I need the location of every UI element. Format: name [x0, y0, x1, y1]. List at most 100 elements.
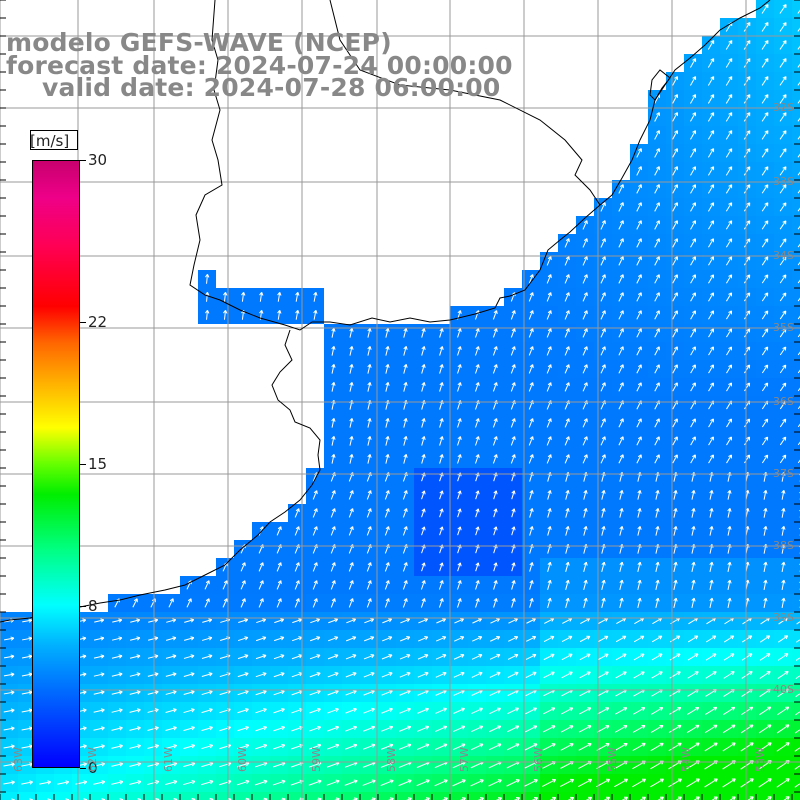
- wind-arrow: [582, 310, 588, 320]
- wind-arrow: [364, 618, 375, 624]
- wind-arrow: [129, 762, 142, 767]
- wind-arrow: [690, 328, 696, 338]
- wind-arrow: [600, 274, 606, 284]
- wind-arrow: [421, 454, 426, 464]
- wind-arrow: [783, 796, 790, 800]
- wind-arrow: [741, 653, 753, 661]
- wind-arrow: [672, 256, 678, 266]
- wind-arrow: [781, 525, 786, 536]
- wind-arrow: [758, 724, 772, 734]
- wind-arrow: [363, 707, 375, 714]
- wind-arrow: [453, 671, 465, 678]
- wind-arrow: [761, 58, 769, 68]
- wind-arrow: [147, 672, 159, 677]
- wind-arrow: [259, 291, 264, 302]
- wind-arrow: [600, 202, 606, 212]
- wind-arrow: [348, 526, 354, 536]
- wind-arrow: [477, 797, 484, 800]
- wind-cell: [792, 396, 800, 414]
- wind-arrow: [363, 725, 376, 732]
- wind-arrow: [761, 346, 769, 356]
- wind-arrow: [547, 597, 552, 608]
- wind-arrow: [691, 561, 696, 572]
- wind-arrow: [3, 780, 15, 785]
- wind-arrow: [708, 436, 714, 446]
- wind-arrow: [294, 598, 300, 608]
- wind-arrow: [761, 166, 769, 176]
- wind-arrow: [421, 328, 426, 338]
- wind-arrow: [777, 670, 789, 679]
- wind-arrow: [797, 297, 800, 302]
- wind-arrow: [601, 526, 606, 536]
- wind-arrow: [781, 597, 786, 609]
- wind-arrow: [560, 743, 574, 751]
- wind-arrow: [474, 418, 480, 428]
- wind-arrow: [528, 310, 534, 320]
- wind-arrow: [417, 671, 429, 678]
- wind-arrow: [349, 454, 354, 464]
- wind-arrow: [708, 364, 714, 374]
- wind-arrow: [709, 526, 714, 536]
- wind-arrow: [330, 526, 336, 536]
- wind-arrow: [475, 508, 480, 518]
- wind-arrow: [761, 418, 769, 428]
- wind-arrow: [761, 4, 769, 14]
- wind-arrow: [797, 9, 800, 14]
- wind-arrow: [795, 693, 800, 698]
- wind-arrow: [636, 238, 642, 248]
- wind-arrow: [797, 207, 800, 212]
- wind-cell: [144, 792, 162, 800]
- wind-arrow: [632, 778, 646, 788]
- wind-arrow: [779, 220, 787, 230]
- wind-arrow: [761, 76, 769, 86]
- wind-arrow: [165, 762, 178, 768]
- wind-arrow: [237, 743, 250, 750]
- wind-arrow: [39, 780, 52, 785]
- wind-arrow: [654, 418, 660, 428]
- wind-arrow: [165, 672, 177, 677]
- wind-cell: [792, 360, 800, 378]
- wind-arrow: [399, 707, 411, 714]
- wind-arrow: [165, 708, 177, 713]
- wind-arrow: [690, 436, 696, 446]
- wind-arrow: [129, 654, 141, 659]
- wind-arrow: [578, 743, 592, 751]
- wind-arrow: [381, 671, 393, 678]
- wind-arrow: [205, 273, 210, 284]
- wind-arrow: [492, 436, 498, 446]
- wind-arrow: [654, 220, 660, 230]
- wind-arrow: [470, 779, 484, 787]
- wind-arrow: [654, 202, 660, 212]
- wind-arrow: [654, 382, 660, 392]
- wind-arrow: [400, 636, 411, 642]
- wind-arrow: [417, 653, 429, 660]
- wind-cell: [792, 612, 800, 630]
- wind-arrow: [511, 562, 516, 572]
- wind-arrow: [672, 112, 679, 122]
- wind-arrow: [654, 454, 660, 464]
- wind-arrow: [636, 310, 642, 320]
- wind-arrow: [637, 508, 642, 518]
- wind-arrow: [488, 779, 502, 787]
- wind-arrow: [797, 423, 800, 428]
- wind-arrow: [687, 706, 700, 715]
- wind-arrow: [439, 364, 444, 374]
- wind-arrow: [725, 76, 733, 86]
- wind-arrow: [779, 382, 787, 392]
- wind-arrow: [348, 562, 354, 572]
- wind-arrow: [399, 671, 411, 678]
- wind-arrow: [709, 579, 714, 590]
- colorbar-tick-label: 22: [88, 313, 108, 332]
- wind-arrow: [797, 27, 800, 32]
- wind-arrow: [601, 508, 606, 518]
- wind-arrow: [21, 780, 33, 785]
- wind-arrow: [691, 490, 696, 500]
- wind-arrow: [743, 76, 751, 86]
- wind-arrow: [457, 580, 462, 590]
- wind-arrow: [349, 364, 354, 374]
- wind-arrow: [763, 525, 768, 536]
- wind-cell: [90, 792, 108, 800]
- wind-arrow: [565, 490, 570, 500]
- wind-arrow: [349, 328, 354, 338]
- wind-cell: [792, 324, 800, 342]
